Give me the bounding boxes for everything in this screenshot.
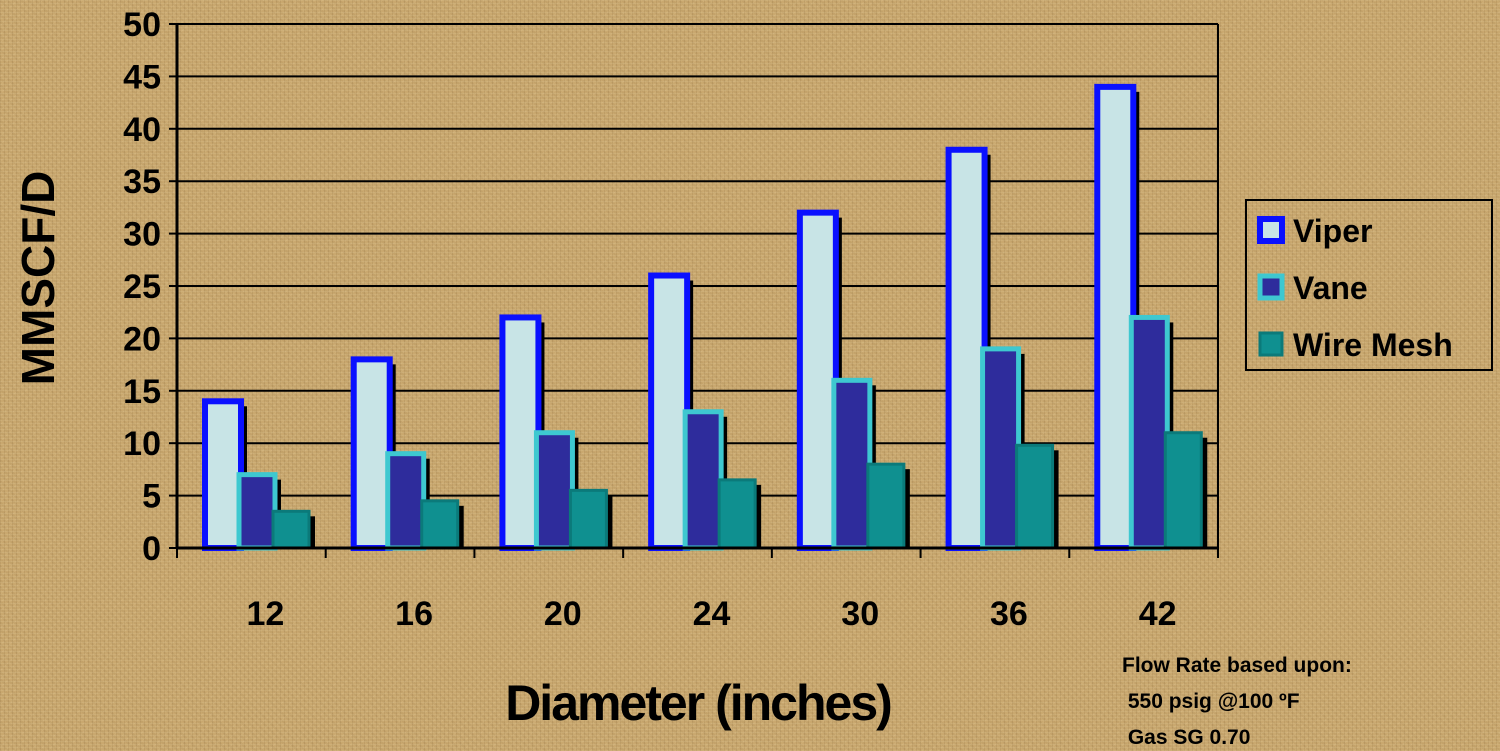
x-tick-label: 30 — [841, 595, 879, 633]
bar-vane — [385, 451, 427, 551]
bars — [202, 83, 1208, 551]
y-tick-label: 0 — [142, 530, 161, 568]
bar-wire-mesh — [866, 462, 906, 550]
x-tick-labels: 12 16 20 24 30 36 42 — [246, 595, 1176, 633]
y-axis-title: MMSCF/D — [12, 171, 64, 386]
bar-viper — [945, 146, 988, 551]
y-tick-label: 50 — [123, 6, 161, 44]
x-tick-label: 24 — [693, 595, 731, 633]
x-tick-label: 36 — [990, 595, 1028, 633]
legend-label-vane: Vane — [1293, 270, 1368, 306]
bar-wire-mesh — [717, 478, 757, 550]
gridlines — [177, 23, 1218, 497]
bar-viper — [648, 272, 691, 551]
legend: Viper Vane Wire Mesh — [1245, 199, 1493, 371]
y-tick-labels: 0 5 10 15 20 25 30 35 40 45 50 — [123, 6, 161, 568]
bar-viper — [499, 314, 542, 551]
bar-viper — [202, 398, 244, 551]
x-tick-label: 16 — [395, 595, 433, 633]
flow-rate-note: Flow Rate based upon: 550 psig @100 ºF G… — [1122, 654, 1352, 749]
legend-swatch-viper — [1257, 216, 1285, 244]
note-line-1: Flow Rate based upon: — [1122, 654, 1352, 677]
y-tick-label: 40 — [123, 111, 161, 149]
y-tick-label: 15 — [123, 373, 161, 411]
bar-wire-mesh — [568, 488, 608, 550]
bar-wire-mesh — [1015, 443, 1055, 550]
bar-vane — [1128, 314, 1170, 551]
x-tick-label: 12 — [246, 595, 284, 633]
x-tick-label: 42 — [1139, 595, 1177, 633]
bar-vane — [831, 377, 873, 551]
bar-vane — [533, 430, 575, 551]
bar-vane — [236, 472, 278, 551]
note-line-3: Gas SG 0.70 — [1122, 726, 1250, 749]
bar-vane — [682, 409, 724, 551]
bar-viper — [350, 356, 393, 551]
y-tick-label: 5 — [142, 478, 161, 516]
bar-vane — [980, 346, 1022, 551]
bar-wire-mesh — [1163, 431, 1203, 550]
legend-items: Viper Vane Wire Mesh — [1257, 213, 1453, 363]
note-line-2: 550 psig @100 ºF — [1122, 690, 1300, 713]
x-tick-label: 20 — [544, 595, 582, 633]
legend-swatch-vane — [1257, 273, 1285, 301]
x-axis-title: Diameter (inches) — [505, 675, 891, 731]
y-tick-label: 25 — [123, 268, 161, 306]
legend-label-wire-mesh: Wire Mesh — [1293, 327, 1453, 363]
y-tick-label: 10 — [123, 425, 161, 463]
legend-swatch-wire-mesh — [1258, 331, 1284, 357]
y-tick-label: 30 — [123, 216, 161, 254]
bar-wire-mesh — [420, 499, 460, 550]
legend-box — [1245, 199, 1493, 371]
bar-wire-mesh — [271, 509, 311, 550]
y-tick-label: 35 — [123, 163, 161, 201]
bar-viper — [1094, 83, 1137, 551]
legend-label-viper: Viper — [1293, 213, 1372, 249]
bar-viper — [796, 209, 839, 551]
y-tick-label: 20 — [123, 320, 161, 358]
axes — [169, 23, 1219, 558]
y-tick-label: 45 — [123, 58, 161, 96]
